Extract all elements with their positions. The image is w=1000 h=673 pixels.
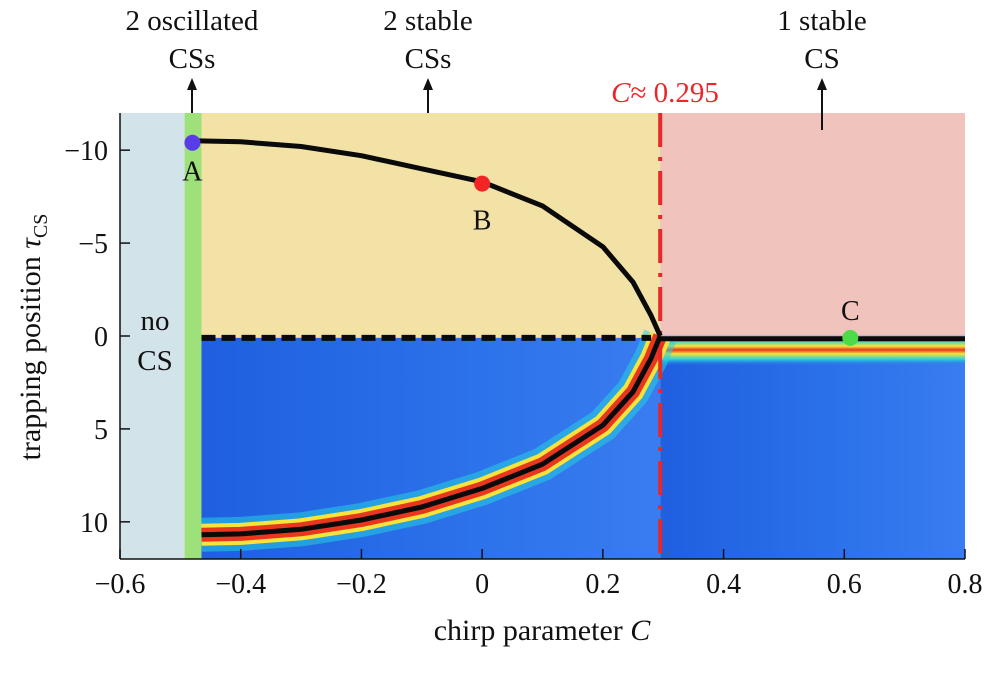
oscillated-cs-region	[184, 113, 202, 559]
point-label-b: B	[473, 206, 492, 237]
svg-text:CS: CS	[137, 345, 172, 377]
y-tick-label: −10	[64, 136, 108, 167]
y-axis-title: trapping position τCS	[14, 214, 52, 461]
region-label-one-stable: 1 stable CS	[777, 5, 867, 130]
x-tick-label: 0.8	[948, 569, 983, 600]
series-line-lower-stable-cs-branch	[201, 335, 663, 538]
x-tick-label: −0.6	[95, 569, 146, 600]
y-tick-label: 5	[94, 415, 108, 446]
svg-text:1 stable: 1 stable	[777, 5, 866, 37]
arrow-two-stable-head	[423, 78, 433, 90]
point-label-c: C	[841, 296, 860, 327]
x-axis-title: chirp parameter C	[434, 614, 652, 647]
y-tick-label: 10	[80, 508, 108, 539]
no-cs-region	[120, 113, 185, 559]
x-tick-label: 0.4	[706, 569, 741, 600]
y-tick-label: −5	[78, 229, 108, 260]
region-label-two-stable: 2 stable CSs	[383, 5, 473, 113]
arrow-one-stable-head	[817, 78, 827, 90]
y-tick-label: 0	[94, 322, 108, 353]
right-intensity-field	[660, 337, 965, 559]
point-a	[184, 134, 201, 151]
critical-value-label: C≈ 0.295	[611, 77, 719, 109]
region-label-oscillated: 2 oscillated CSs	[126, 5, 259, 113]
svg-text:2 stable: 2 stable	[383, 5, 472, 37]
svg-text:CS: CS	[804, 43, 839, 75]
x-tick-label: −0.4	[215, 569, 266, 600]
svg-text:2 oscillated: 2 oscillated	[126, 5, 259, 37]
x-tick-label: 0.6	[827, 569, 862, 600]
marked-points: A B C	[182, 134, 860, 346]
svg-text:CSs: CSs	[405, 43, 452, 75]
point-c	[842, 329, 859, 346]
y-axis-ticks: −10 −5 0 5 10	[64, 136, 130, 539]
x-axis-ticks: −0.6 −0.4 −0.2 0 0.2 0.4 0.6 0.8	[95, 549, 983, 600]
region-label-no-cs: no CS	[137, 305, 172, 377]
arrow-oscillated-head	[187, 78, 197, 90]
x-tick-label: 0.2	[585, 569, 620, 600]
svg-text:no: no	[141, 305, 170, 337]
x-tick-label: 0	[475, 569, 489, 600]
point-label-a: A	[182, 157, 203, 188]
x-tick-label: −0.2	[336, 569, 387, 600]
point-b	[474, 175, 491, 192]
svg-text:CSs: CSs	[169, 43, 216, 75]
